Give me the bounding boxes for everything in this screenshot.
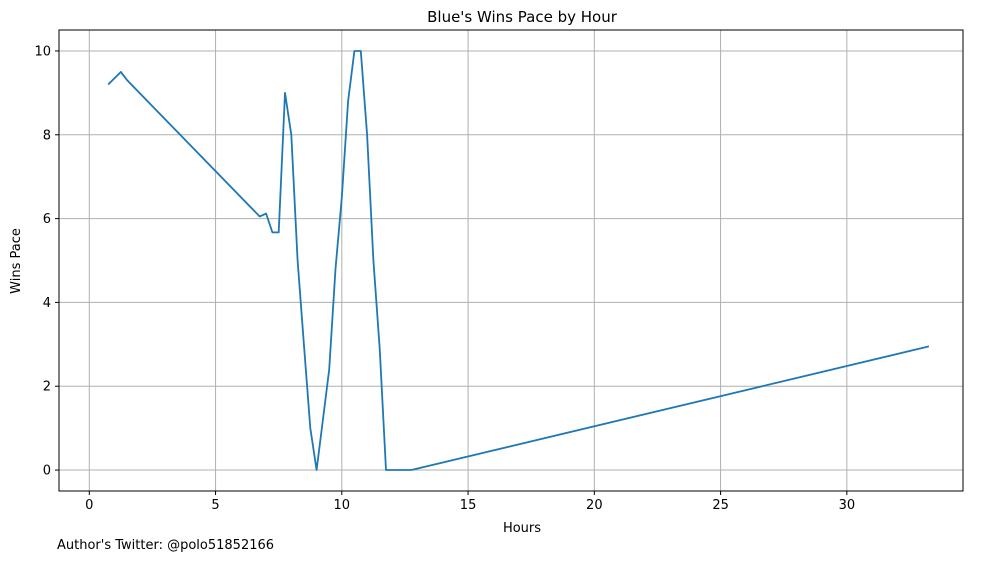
author-credit: Author's Twitter: @polo51852166 xyxy=(57,538,275,553)
x-tick-label: 10 xyxy=(334,498,351,513)
y-tick-label: 6 xyxy=(43,212,51,227)
x-tick-label: 5 xyxy=(211,498,219,513)
chart-title: Blue's Wins Pace by Hour xyxy=(427,8,618,26)
y-tick-label: 2 xyxy=(43,380,51,395)
y-tick-label: 0 xyxy=(43,464,51,479)
x-axis-ticks: 0 5 10 15 20 25 30 xyxy=(85,491,855,513)
y-axis-label: Wins Pace xyxy=(9,228,24,294)
x-tick-label: 15 xyxy=(460,498,477,513)
x-axis-label: Hours xyxy=(503,521,541,536)
x-tick-label: 0 xyxy=(85,498,93,513)
y-tick-label: 8 xyxy=(43,128,51,143)
y-tick-label: 10 xyxy=(34,44,51,59)
grid-lines xyxy=(59,30,963,491)
x-tick-label: 30 xyxy=(839,498,856,513)
x-tick-label: 20 xyxy=(586,498,603,513)
series-group xyxy=(107,50,930,471)
x-tick-label: 25 xyxy=(712,498,729,513)
series-line xyxy=(107,50,930,471)
y-axis-ticks: 0 2 4 6 8 10 xyxy=(34,44,59,479)
y-tick-label: 4 xyxy=(43,296,51,311)
plot-frame xyxy=(58,29,964,492)
